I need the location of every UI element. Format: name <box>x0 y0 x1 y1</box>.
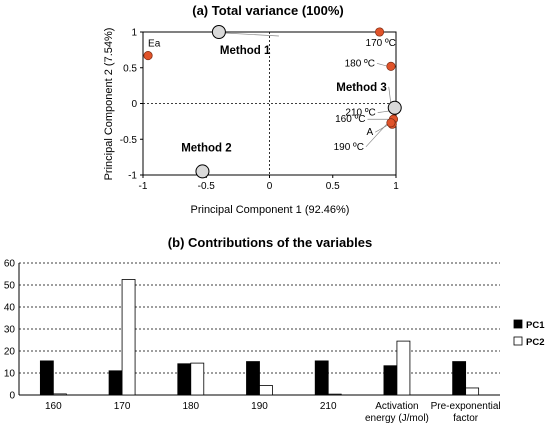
bar-y-tick-label: 0 <box>9 391 15 402</box>
bar-pc1 <box>108 370 123 396</box>
scatter-x-tick-label: -0.5 <box>198 181 216 192</box>
scatter-title: (a) Total variance (100%) <box>192 3 343 18</box>
scatter-method-marker <box>211 25 226 39</box>
bar-title: (b) Contributions of the variables <box>168 235 372 250</box>
bar-pc2 <box>465 387 480 396</box>
bar-y-tick-label: 30 <box>4 325 16 336</box>
bar-pc1 <box>314 360 329 396</box>
bar-x-tick-label: 180 <box>182 401 199 412</box>
scatter-methods <box>195 25 402 179</box>
scatter-point-label: 210 ºC <box>345 108 375 119</box>
bar-y-tick-label: 10 <box>4 369 16 380</box>
bar-x-tick-label: 210 <box>320 401 337 412</box>
bar-pc2 <box>190 362 205 396</box>
bar-pc1 <box>177 363 192 396</box>
bar-x-tick-label: energy (J/mol) <box>365 413 429 424</box>
scatter-method-marker <box>195 164 210 179</box>
scatter-point <box>143 51 153 61</box>
scatter-point-label: 160 ºC <box>335 114 365 125</box>
bar-x-tick-label: factor <box>453 413 479 424</box>
scatter-plot-area <box>142 31 397 176</box>
scatter-leader-line <box>224 32 279 37</box>
scatter-point-label: Ea <box>148 39 161 50</box>
scatter-leader-line <box>376 62 389 67</box>
legend-swatch-pc2 <box>513 336 523 346</box>
bar-x-tick-label: 160 <box>45 401 62 412</box>
scatter-y-tick-label: 0 <box>131 99 137 110</box>
bar-y-ticks: 0 10 20 30 40 50 60 <box>4 259 16 402</box>
scatter-x-ticks: -1 -0.5 0 0.5 1 <box>139 175 399 192</box>
scatter-x-tick-label: 0.5 <box>326 181 340 192</box>
scatter-method-label: Method 1 <box>220 45 271 57</box>
scatter-point <box>386 118 396 128</box>
scatter-y-ticks: -1 -0.5 0 0.5 1 <box>120 28 143 182</box>
legend-label-pc2: PC2 <box>526 337 544 348</box>
bar-y-tick-label: 40 <box>4 303 16 314</box>
bar-pc1 <box>383 365 398 396</box>
scatter-method-marker <box>387 100 402 115</box>
legend-swatch-pc1 <box>513 319 523 329</box>
scatter-point <box>375 27 385 37</box>
bar-legend: PC1 PC2 <box>513 319 545 348</box>
scatter-x-axis-label: Principal Component 1 (92.46%) <box>191 204 350 216</box>
bar-pc2 <box>327 393 342 396</box>
bar-pc1 <box>452 361 467 396</box>
scatter-leader-line <box>388 86 392 103</box>
bar-pc2 <box>52 393 67 396</box>
scatter-panel: (a) Total variance (100%) -1 -0.5 0 0.5 1 -1… <box>103 3 402 216</box>
scatter-point-label: 190 ºC <box>334 142 364 153</box>
scatter-point-label: 170 ºC <box>366 38 396 49</box>
bar-x-tick-label: 190 <box>251 401 268 412</box>
scatter-method-label: Method 3 <box>336 82 386 94</box>
bar-x-tick-label: Activation <box>375 401 418 412</box>
bar-pc2 <box>121 279 136 396</box>
scatter-point-label: 180 ºC <box>345 58 375 69</box>
bar-pc2 <box>396 340 411 396</box>
scatter-x-tick-label: -1 <box>139 181 148 192</box>
scatter-leader-line <box>365 122 389 148</box>
bar-pc1 <box>246 361 260 396</box>
bar-y-tick-label: 20 <box>4 347 16 358</box>
bar-x-tick-label: Pre-exponential <box>431 401 501 412</box>
scatter-y-tick-label: -1 <box>128 171 137 182</box>
scatter-point-label: A <box>367 127 374 138</box>
scatter-point <box>386 61 396 71</box>
scatter-y-tick-label: -0.5 <box>120 135 138 146</box>
scatter-leader-line <box>375 123 390 133</box>
legend-label-pc1: PC1 <box>526 320 545 331</box>
scatter-x-tick-label: 0 <box>267 181 273 192</box>
bar-y-tick-label: 50 <box>4 281 16 292</box>
bar-bars <box>39 279 480 396</box>
bar-pc2 <box>259 385 273 396</box>
scatter-y-axis-label: Principal Component 2 (7.54%) <box>103 28 115 181</box>
bar-pc1 <box>39 360 54 396</box>
scatter-y-tick-label: 0.5 <box>123 63 137 74</box>
scatter-x-tick-label: 1 <box>393 181 399 192</box>
bar-panel: (b) Contributions of the variables 0 10 20… <box>4 235 545 424</box>
bar-y-tick-label: 60 <box>4 259 16 270</box>
scatter-y-tick-label: 1 <box>131 28 137 39</box>
bar-x-tick-label: 170 <box>114 401 131 412</box>
scatter-method-label: Method 2 <box>181 142 231 154</box>
